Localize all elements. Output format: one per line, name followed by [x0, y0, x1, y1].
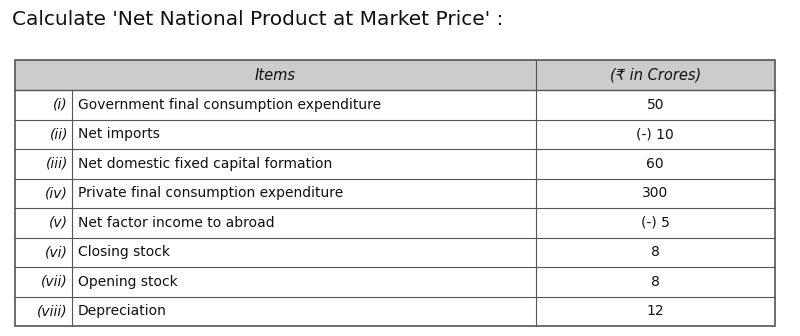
Text: (-) 10: (-) 10: [637, 127, 674, 141]
Text: 300: 300: [642, 186, 669, 200]
Text: (v): (v): [49, 216, 68, 230]
Bar: [15, 60, 775, 90]
Text: (₹ in Crores): (₹ in Crores): [610, 68, 701, 83]
Bar: [15, 60, 775, 326]
Text: (i): (i): [54, 98, 68, 112]
Text: 60: 60: [646, 157, 664, 171]
Text: (ii): (ii): [50, 127, 68, 141]
Text: 8: 8: [651, 245, 660, 259]
Text: 8: 8: [651, 275, 660, 289]
Text: 12: 12: [646, 304, 664, 318]
Text: (viii): (viii): [38, 304, 68, 318]
Text: (iii): (iii): [46, 157, 68, 171]
Text: (iv): (iv): [45, 186, 68, 200]
Text: (vii): (vii): [42, 275, 68, 289]
Text: Net factor income to abroad: Net factor income to abroad: [78, 216, 274, 230]
Text: Opening stock: Opening stock: [78, 275, 178, 289]
Text: 50: 50: [646, 98, 664, 112]
Text: Private final consumption expenditure: Private final consumption expenditure: [78, 186, 343, 200]
Text: Net domestic fixed capital formation: Net domestic fixed capital formation: [78, 157, 332, 171]
Text: (-) 5: (-) 5: [641, 216, 670, 230]
Text: Items: Items: [254, 68, 296, 83]
Text: Net imports: Net imports: [78, 127, 160, 141]
Text: Closing stock: Closing stock: [78, 245, 170, 259]
Text: (vi): (vi): [45, 245, 68, 259]
Text: Depreciation: Depreciation: [78, 304, 167, 318]
Text: Government final consumption expenditure: Government final consumption expenditure: [78, 98, 381, 112]
Text: Calculate 'Net National Product at Market Price' :: Calculate 'Net National Product at Marke…: [12, 10, 503, 29]
